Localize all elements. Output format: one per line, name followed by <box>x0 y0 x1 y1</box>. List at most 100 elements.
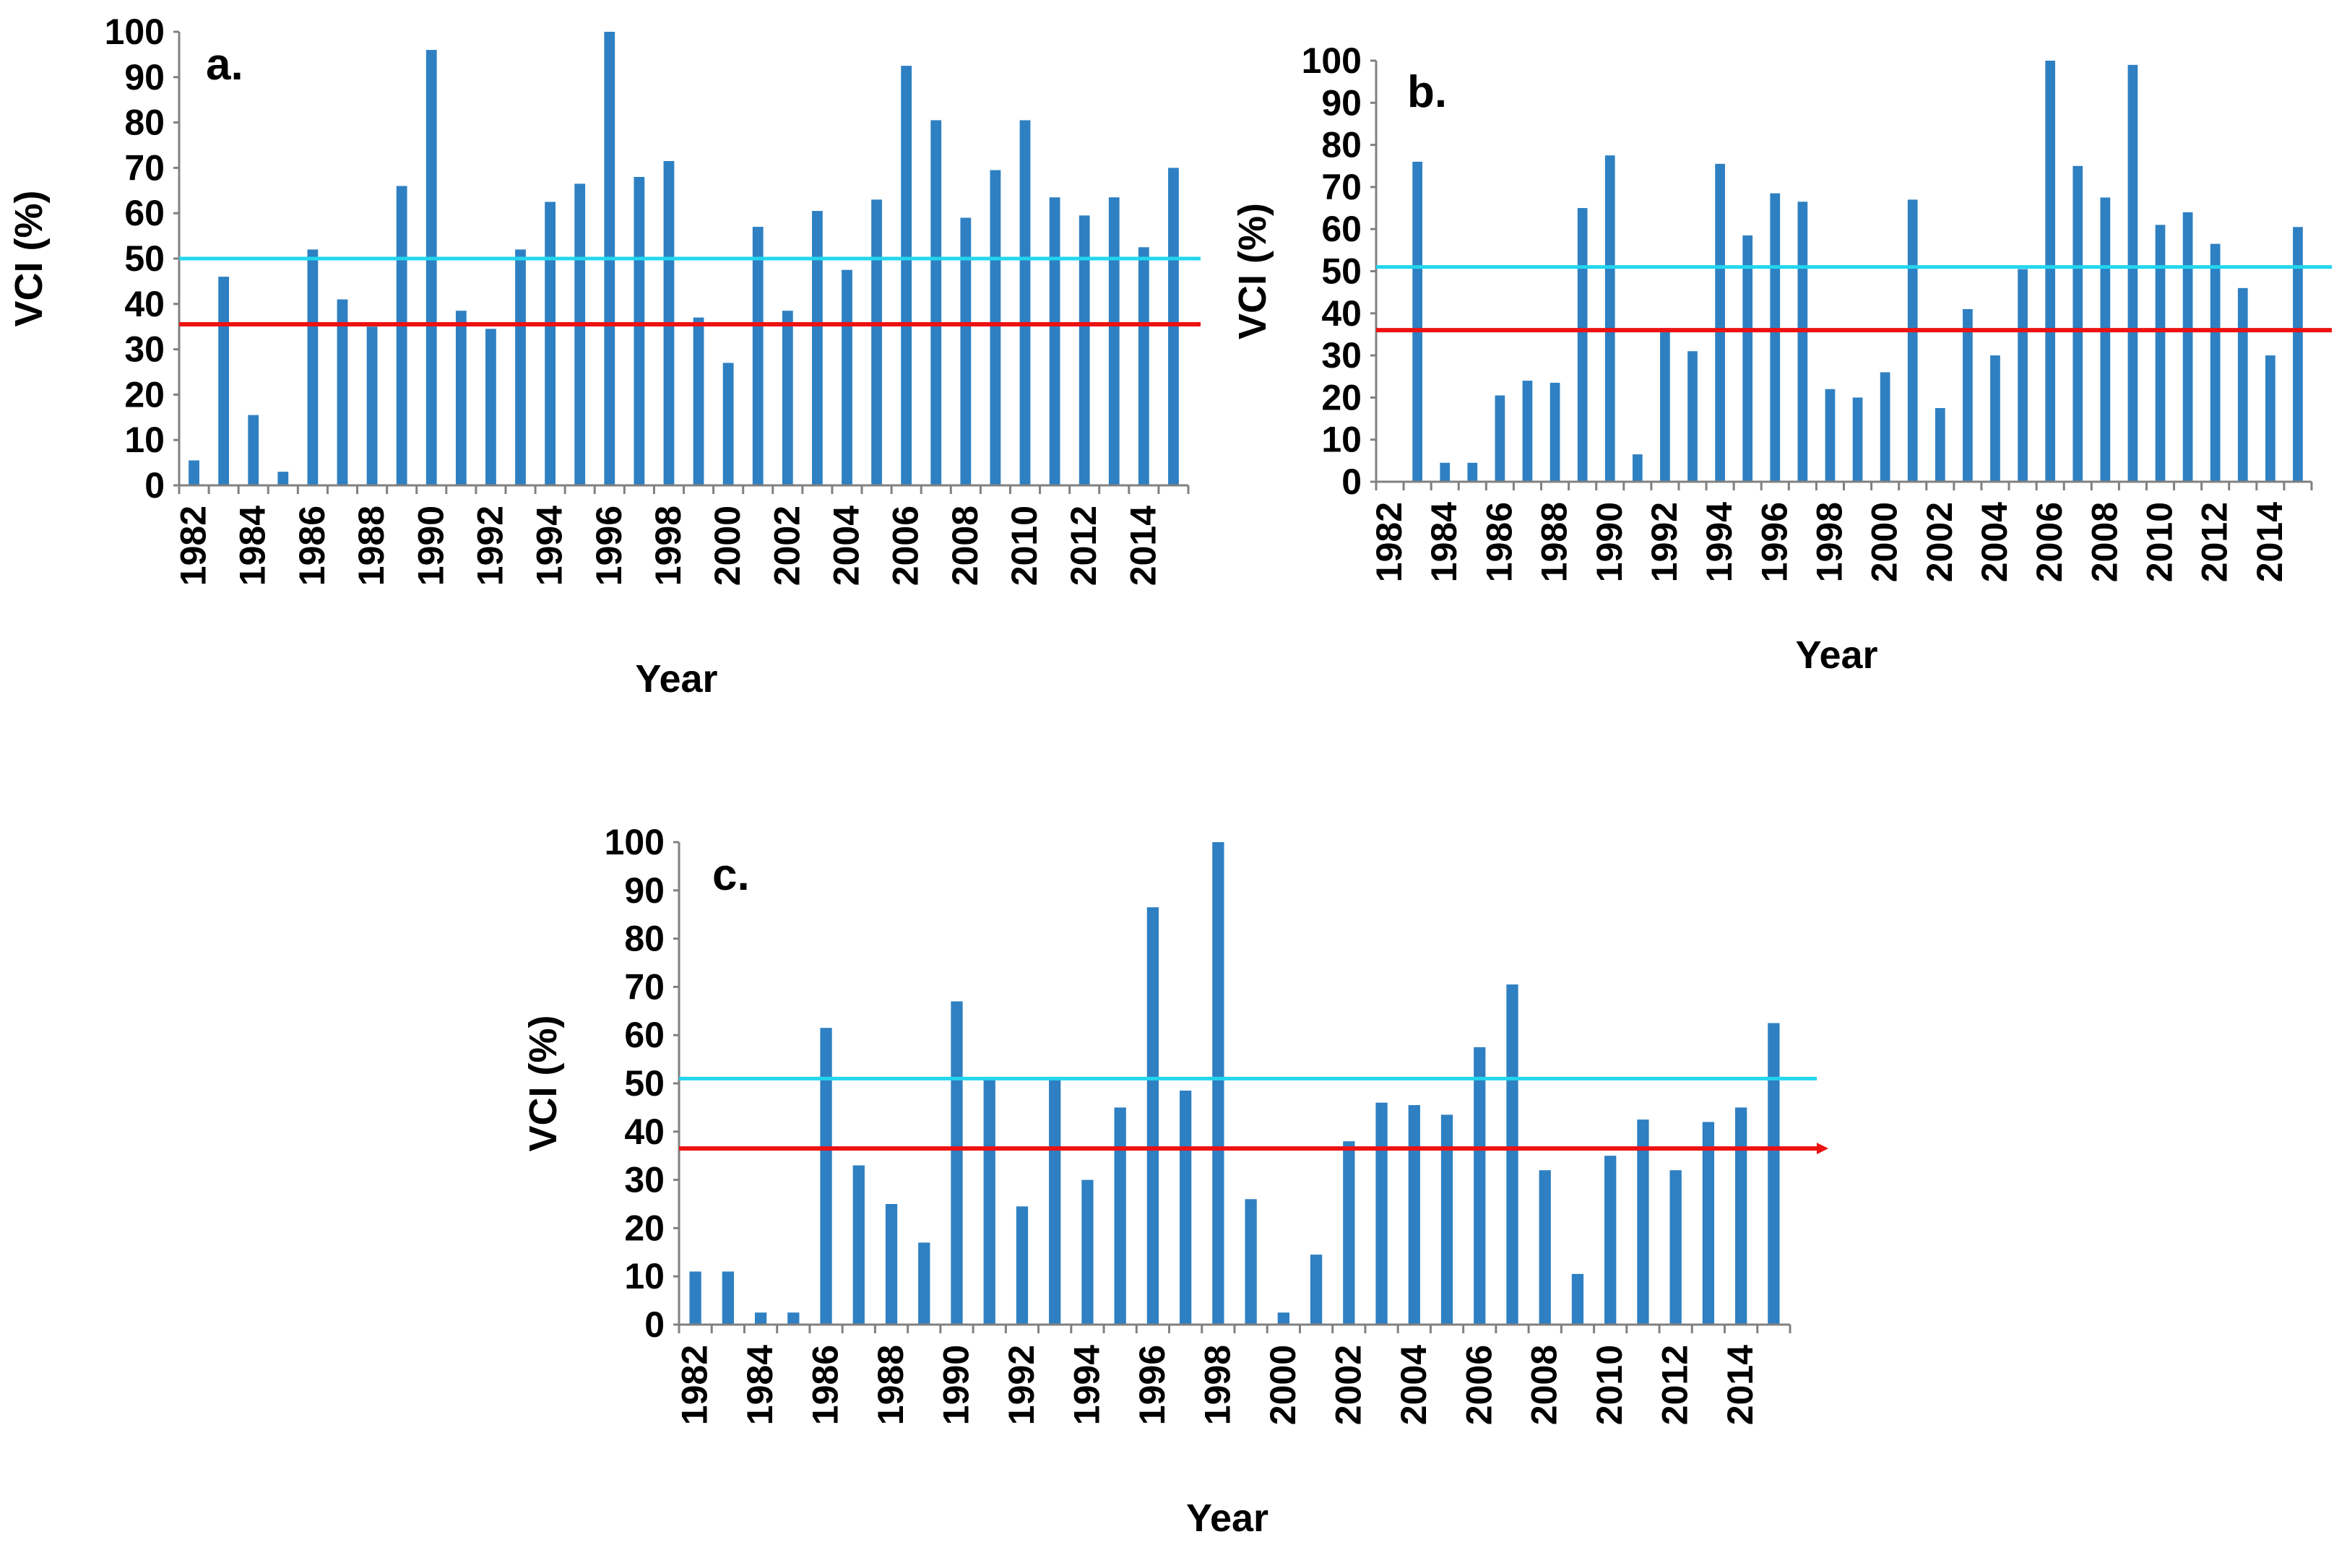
x-tick-label: 1998 <box>1197 1345 1237 1425</box>
bar-1992 <box>485 329 496 485</box>
y-axis-title: VCI (%) <box>1231 203 1274 339</box>
x-tick-label: 1990 <box>936 1345 977 1425</box>
bar-2008 <box>2100 197 2111 482</box>
bar-2006 <box>1474 1047 1486 1325</box>
x-tick-label: 1992 <box>470 506 510 586</box>
bar-2003 <box>1963 308 1973 482</box>
bar-1993 <box>515 249 526 485</box>
y-tick-label: 80 <box>1321 125 1362 165</box>
bar-2001 <box>1310 1255 1323 1325</box>
x-tick-label: 2006 <box>1458 1345 1499 1425</box>
lower-threshold-arrowhead <box>1817 1143 1828 1155</box>
x-tick-label: 1994 <box>1699 502 1739 582</box>
bar-2005 <box>871 199 882 485</box>
x-tick-label: 2010 <box>2140 502 2180 582</box>
bar-2015 <box>2293 227 2303 482</box>
bar-2015 <box>1768 1023 1780 1325</box>
bar-2015 <box>1168 168 1179 485</box>
x-tick-label: 1984 <box>740 1345 780 1425</box>
x-tick-label: 1982 <box>675 1345 715 1425</box>
x-tick-label: 2014 <box>1720 1345 1760 1425</box>
bar-2006 <box>2045 61 2056 482</box>
x-tick-label: 2014 <box>1123 506 1163 586</box>
y-tick-label: 100 <box>105 12 165 52</box>
bar-2010 <box>1604 1156 1617 1325</box>
bar-1983 <box>1412 161 1422 482</box>
bar-2004 <box>842 269 852 485</box>
x-tick-label: 2004 <box>826 506 866 586</box>
y-tick-label: 10 <box>624 1256 665 1296</box>
x-tick-label: 2008 <box>945 506 985 586</box>
x-tick-label: 2014 <box>2249 502 2290 582</box>
bar-1996 <box>1770 193 1781 482</box>
y-tick-label: 70 <box>124 147 165 188</box>
bar-1997 <box>1180 1091 1192 1325</box>
bar-2002 <box>1343 1141 1355 1325</box>
x-tick-label: 1996 <box>1132 1345 1172 1425</box>
x-tick-label: 1990 <box>410 506 451 586</box>
x-tick-label: 1986 <box>805 1345 846 1425</box>
bar-1992 <box>1660 328 1670 482</box>
bar-2000 <box>1277 1312 1289 1325</box>
x-tick-label: 1996 <box>589 506 629 586</box>
y-tick-label: 80 <box>624 919 665 959</box>
bar-1991 <box>455 311 467 485</box>
bar-1987 <box>852 1165 865 1325</box>
bar-1991 <box>1632 454 1643 482</box>
bar-1983 <box>722 1271 734 1325</box>
y-tick-label: 80 <box>124 103 165 143</box>
bar-2002 <box>1935 407 1945 482</box>
x-tick-label: 2008 <box>2084 502 2125 582</box>
bar-1995 <box>574 183 586 485</box>
y-tick-label: 50 <box>1321 251 1362 292</box>
x-tick-label: 1990 <box>1589 502 1630 582</box>
y-axis-title: VCI (%) <box>7 191 51 327</box>
x-tick-label: 1982 <box>173 506 214 586</box>
x-tick-label: 1986 <box>292 506 332 586</box>
bar-2014 <box>1735 1107 1747 1325</box>
bar-1984 <box>754 1312 767 1325</box>
bar-2002 <box>782 311 793 485</box>
bar-1988 <box>366 326 378 485</box>
x-tick-label: 2004 <box>1974 502 2015 582</box>
bar-2001 <box>752 227 764 485</box>
bar-1983 <box>218 277 230 485</box>
y-tick-label: 100 <box>605 822 665 862</box>
bar-2004 <box>1408 1105 1420 1325</box>
x-tick-label: 1994 <box>1066 1345 1107 1425</box>
bar-2007 <box>1506 984 1518 1325</box>
bar-1989 <box>396 186 407 485</box>
bar-2003 <box>1375 1102 1388 1325</box>
bar-1999 <box>693 317 704 485</box>
bar-2012 <box>1669 1170 1682 1325</box>
bar-2014 <box>2265 355 2275 482</box>
x-tick-label: 2000 <box>1263 1345 1303 1425</box>
x-tick-label: 2006 <box>2029 502 2070 582</box>
bar-1994 <box>1081 1179 1094 1325</box>
bar-2008 <box>960 217 972 485</box>
x-tick-label: 2000 <box>707 506 748 586</box>
y-tick-label: 70 <box>624 966 665 1007</box>
bar-1985 <box>277 472 289 485</box>
panel-label: c. <box>712 850 750 900</box>
bar-1987 <box>1522 381 1533 482</box>
bar-1998 <box>1825 389 1836 482</box>
y-tick-label: 30 <box>1321 335 1362 376</box>
bar-2000 <box>1880 372 1890 482</box>
bar-1986 <box>820 1028 832 1325</box>
x-tick-label: 1982 <box>1369 502 1409 582</box>
y-tick-label: 20 <box>624 1208 665 1248</box>
bar-2009 <box>2127 64 2138 482</box>
bar-2005 <box>2018 269 2028 482</box>
bar-1999 <box>1852 397 1863 482</box>
bar-1985 <box>1467 462 1478 482</box>
bar-2007 <box>2072 165 2083 482</box>
bar-1990 <box>425 50 437 486</box>
bar-2013 <box>2237 287 2248 482</box>
bar-2003 <box>812 211 823 485</box>
bar-2012 <box>2210 243 2221 482</box>
bar-1995 <box>1742 235 1753 482</box>
x-axis-title: Year <box>1795 633 1877 677</box>
